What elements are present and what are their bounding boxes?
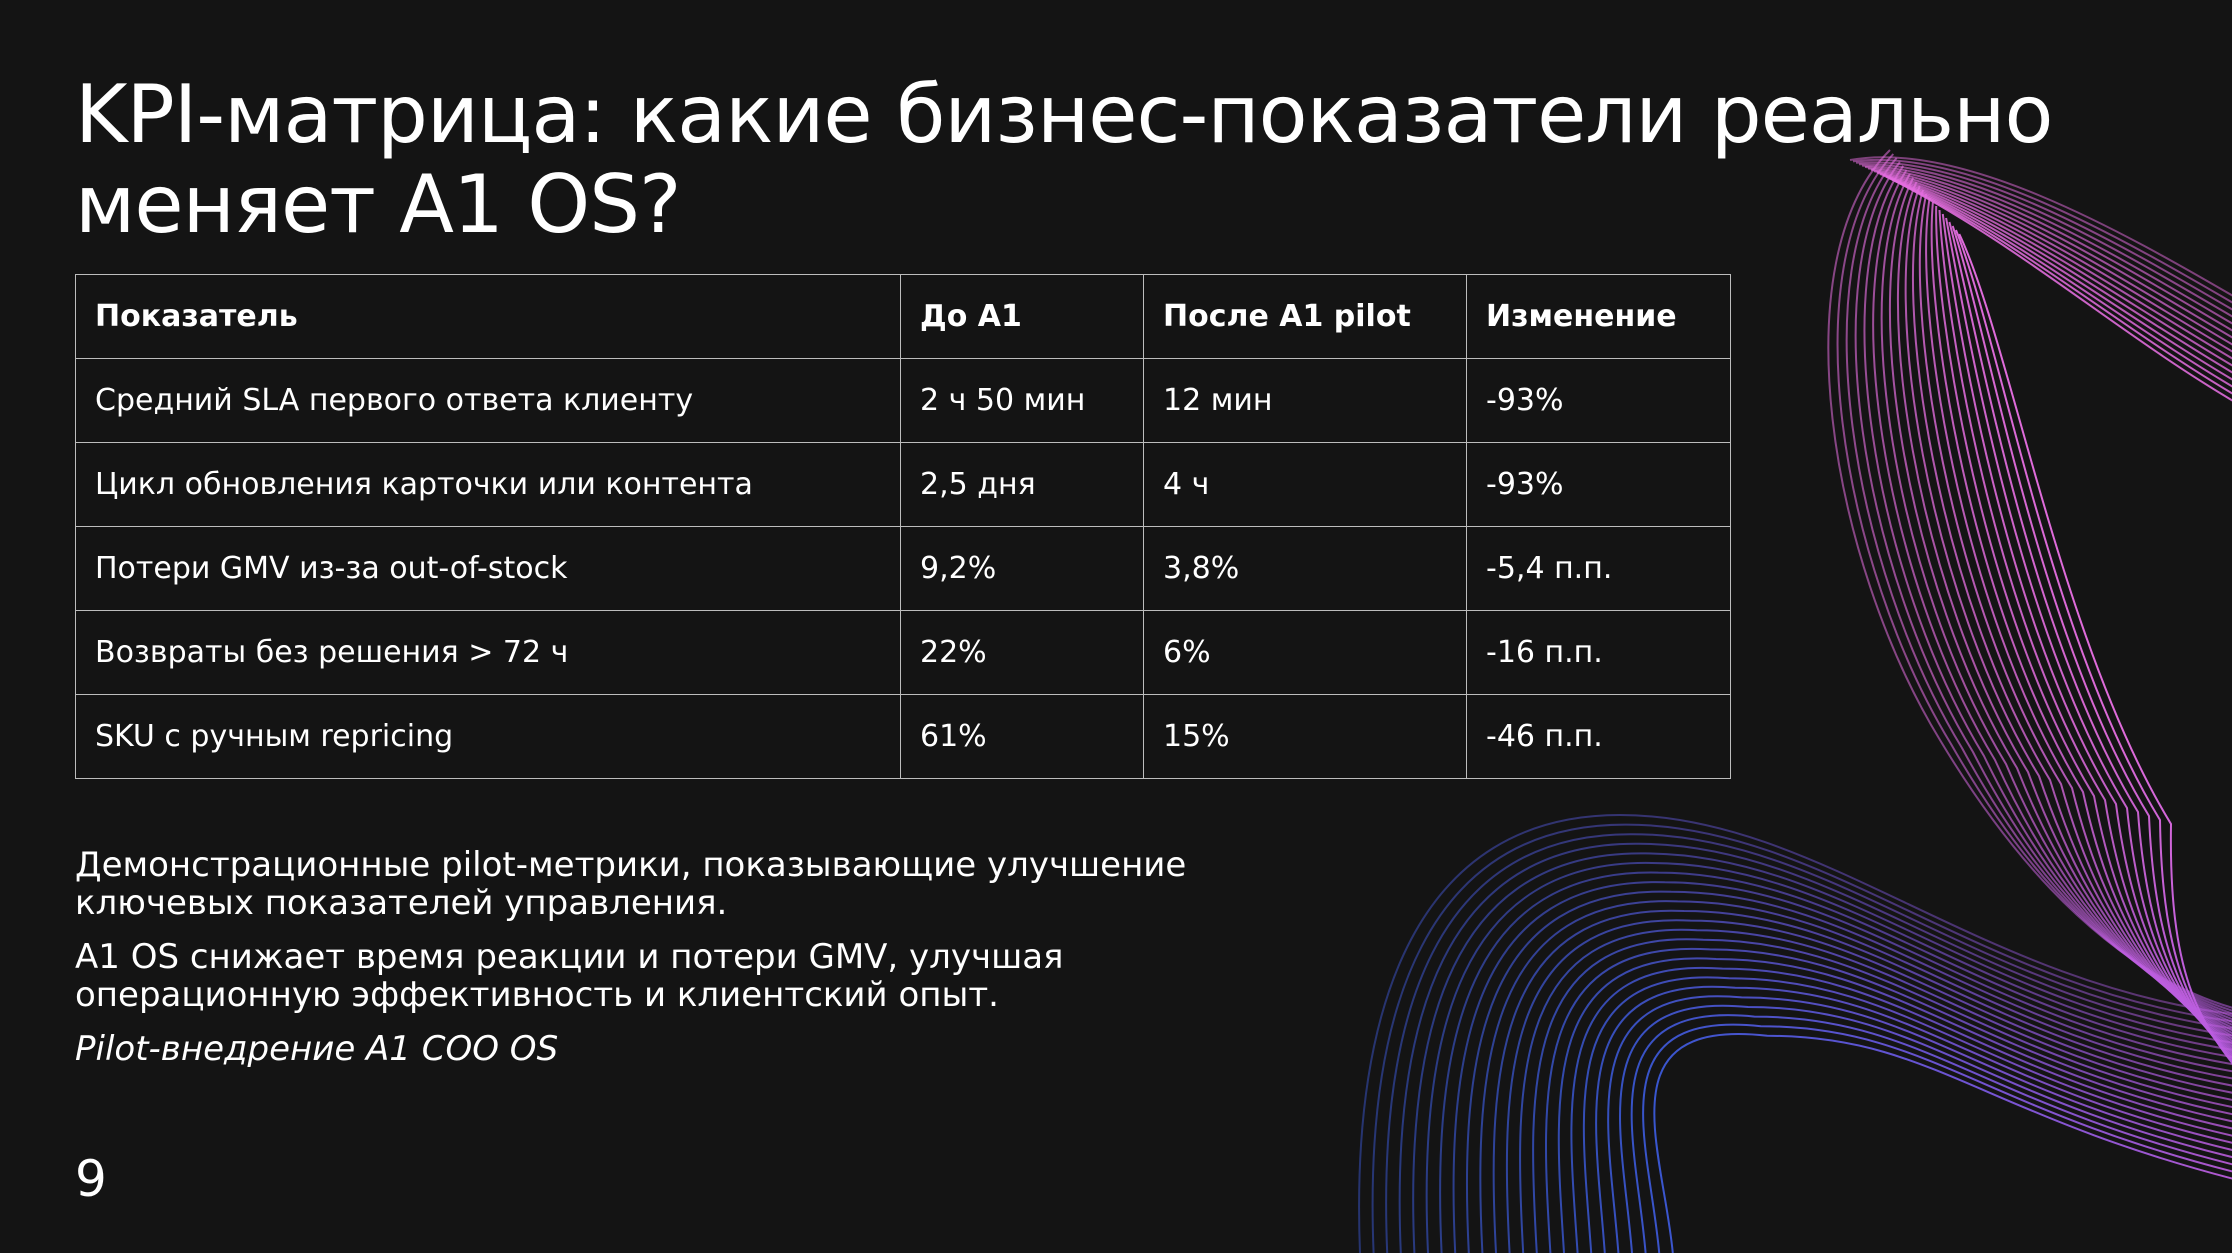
wave-line <box>1371 823 2232 1253</box>
wave-line <box>1505 919 2232 1253</box>
wave-line <box>1570 966 2232 1253</box>
wave-line <box>1465 890 2232 1253</box>
table-row: Возвраты без решения > 72 ч 22% 6% -16 п… <box>75 610 1731 695</box>
wave-line <box>1557 957 2232 1253</box>
wave-line <box>1935 205 2232 1048</box>
wave-line <box>1941 213 2232 1053</box>
cell-before: 2 ч 50 мин <box>900 358 1144 443</box>
cell-after: 12 мин <box>1143 358 1467 443</box>
wave-line <box>1951 225 2232 1061</box>
kpi-table: Показатель До A1 После A1 pilot Изменени… <box>75 274 1731 779</box>
wave-line <box>1867 167 2232 339</box>
title-line-1: KPI-матрица: какие бизнес-показатели реа… <box>75 68 2053 161</box>
cell-after: 15% <box>1143 694 1467 779</box>
wave-line <box>1582 976 2232 1253</box>
wave-line <box>1595 985 2232 1253</box>
cell-metric: SKU с ручным repricing <box>75 694 901 779</box>
wave-line <box>1864 166 2232 332</box>
header-before: До A1 <box>900 274 1144 359</box>
cell-change: -5,4 п.п. <box>1466 526 1731 611</box>
wave-line <box>1894 180 2232 402</box>
wave-line <box>1858 163 2232 318</box>
description-caption: Pilot-внедрение A1 COO OS <box>75 1029 559 1069</box>
wave-line <box>1544 947 2232 1253</box>
cell-metric: Возвраты без решения > 72 ч <box>75 610 901 695</box>
cell-change: -93% <box>1466 442 1731 527</box>
page-number: 9 <box>75 1150 107 1208</box>
wave-line <box>1882 174 2232 374</box>
wave-line <box>1876 171 2232 360</box>
cell-metric: Потери GMV из-за out-of-stock <box>75 526 901 611</box>
wave-line <box>1439 871 2232 1253</box>
cell-metric: Цикл обновления карточки или контента <box>75 442 901 527</box>
wave-line <box>1945 217 2232 1056</box>
table-row: SKU с ручным repricing 61% 15% -46 п.п. <box>75 694 1731 779</box>
wave-line <box>1385 833 2232 1253</box>
table-row: Потери GMV из-за out-of-stock 9,2% 3,8% … <box>75 526 1731 611</box>
wave-line <box>1948 221 2232 1058</box>
header-metric: Показатель <box>75 274 901 359</box>
wave-line <box>1607 995 2232 1253</box>
table-row: Цикл обновления карточки или контента 2,… <box>75 442 1731 527</box>
wave-line <box>1873 170 2232 353</box>
table-row: Средний SLA первого ответа клиенту 2 ч 5… <box>75 358 1731 443</box>
cell-before: 9,2% <box>900 526 1144 611</box>
wave-line <box>1885 175 2232 381</box>
slide-title: KPI-матрица: какие бизнес-показатели реа… <box>75 68 2053 251</box>
wave-line <box>1479 900 2232 1253</box>
wave-line <box>1642 1023 2232 1253</box>
header-change: Изменение <box>1466 274 1731 359</box>
wave-line <box>1849 156 2232 297</box>
wave-line <box>1653 1033 2232 1253</box>
wave-line <box>1930 201 2232 1045</box>
wave-line <box>1492 909 2232 1253</box>
wave-line <box>1398 842 2232 1253</box>
description-paragraph-2: A1 OS снижает время реакции и потери GMV… <box>75 937 1064 1015</box>
cell-before: 61% <box>900 694 1144 779</box>
header-after: После A1 pilot <box>1143 274 1467 359</box>
wave-line <box>1425 861 2232 1253</box>
table-header-row: Показатель До A1 После A1 pilot Изменени… <box>75 274 1731 359</box>
description-paragraph-1: Демонстрационные pilot-метрики, показыва… <box>75 845 1187 923</box>
cell-metric: Средний SLA первого ответа клиенту <box>75 358 901 443</box>
wave-line <box>1880 173 2232 1026</box>
wave-line <box>1938 209 2232 1051</box>
wave-line <box>1958 233 2232 1065</box>
cell-before: 22% <box>900 610 1144 695</box>
wave-line <box>1532 938 2232 1253</box>
description: Демонстрационные pilot-метрики, показыва… <box>75 846 1275 1084</box>
cell-after: 6% <box>1143 610 1467 695</box>
wave-line <box>1412 852 2232 1253</box>
cell-change: -46 п.п. <box>1466 694 1731 779</box>
wave-line <box>1888 177 2232 388</box>
wave-line <box>1896 181 2232 1032</box>
cell-change: -93% <box>1466 358 1731 443</box>
wave-line <box>1955 229 2232 1063</box>
cell-before: 2,5 дня <box>900 442 1144 527</box>
wave-line <box>1855 161 2232 311</box>
wave-line <box>1891 178 2232 395</box>
wave-line <box>1358 813 2232 1253</box>
title-line-2: меняет A1 OS? <box>75 158 682 251</box>
wave-line <box>1861 164 2232 325</box>
wave-line <box>1912 189 2232 1037</box>
cell-after: 3,8% <box>1143 526 1467 611</box>
wave-line <box>1452 881 2232 1253</box>
wave-line <box>1870 168 2232 346</box>
wave-line <box>1852 159 2232 304</box>
wave-line <box>1630 1014 2232 1253</box>
cell-after: 4 ч <box>1143 442 1467 527</box>
wave-line <box>1845 157 2232 1015</box>
wave-line <box>1619 1004 2232 1253</box>
cell-change: -16 п.п. <box>1466 610 1731 695</box>
wave-line <box>1519 928 2232 1253</box>
wave-line <box>1879 173 2232 367</box>
wave-line <box>1925 197 2232 1043</box>
